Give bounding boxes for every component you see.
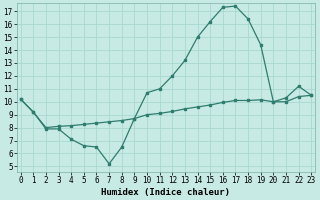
X-axis label: Humidex (Indice chaleur): Humidex (Indice chaleur) (101, 188, 230, 197)
